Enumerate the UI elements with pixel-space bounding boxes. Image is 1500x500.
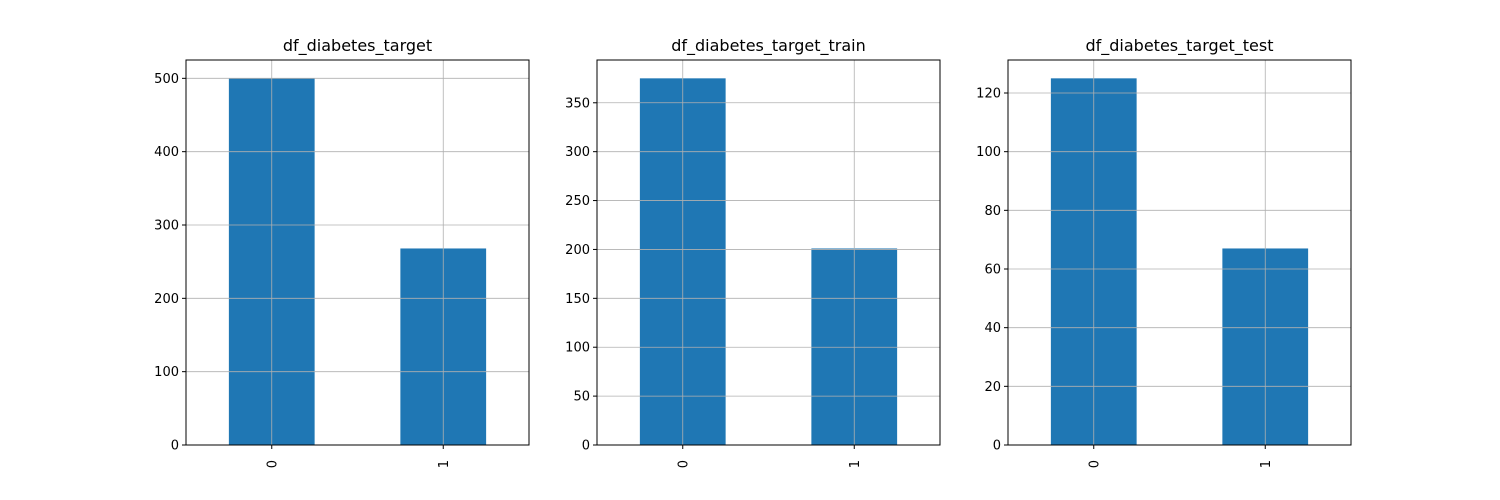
subplot-1: df_diabetes_target 0 100 200 300 400 500 0 1 (154, 36, 530, 468)
x-tick-label: 0 (265, 460, 280, 468)
y-tick-label: 100 (565, 341, 590, 356)
y-tick-label: 200 (154, 292, 179, 307)
subplot-title: df_diabetes_target_train (671, 36, 866, 56)
x-tick-label: 0 (1087, 460, 1102, 468)
y-tick-label: 250 (565, 194, 590, 209)
axes-frame (596, 59, 941, 446)
y-tick-label: 50 (573, 390, 590, 405)
subplot-title: df_diabetes_target (283, 36, 432, 56)
x-tick-label: 1 (1259, 460, 1274, 468)
y-tick-label: 80 (984, 204, 1001, 219)
y-tick-label: 500 (154, 72, 179, 87)
y-tick-label: 60 (984, 263, 1001, 278)
y-tick-label: 350 (565, 96, 590, 111)
subplot-3: df_diabetes_target_test 0 20 40 60 80 100 120 0… (976, 36, 1352, 468)
y-tick-label: 120 (976, 87, 1001, 102)
y-tick-label: 0 (582, 439, 590, 454)
y-tick-label: 0 (171, 439, 179, 454)
x-tick-label: 1 (437, 460, 452, 468)
subplot-2: df_diabetes_target_train 0 50 100 150 200 250… (565, 36, 941, 468)
y-tick-label: 200 (565, 243, 590, 258)
subplot-title: df_diabetes_target_test (1085, 36, 1273, 56)
y-tick-label: 300 (154, 219, 179, 234)
y-tick-label: 0 (993, 439, 1001, 454)
y-tick-label: 300 (565, 145, 590, 160)
x-tick-label: 1 (848, 460, 863, 468)
y-tick-label: 100 (976, 145, 1001, 160)
y-tick-label: 100 (154, 365, 179, 380)
y-tick-label: 150 (565, 292, 590, 307)
axes-frame (1007, 59, 1352, 446)
y-tick-label: 40 (984, 321, 1001, 336)
x-tick-label: 0 (676, 460, 691, 468)
y-tick-label: 20 (984, 380, 1001, 395)
y-tick-label: 400 (154, 145, 179, 160)
axes-frame (185, 59, 530, 446)
